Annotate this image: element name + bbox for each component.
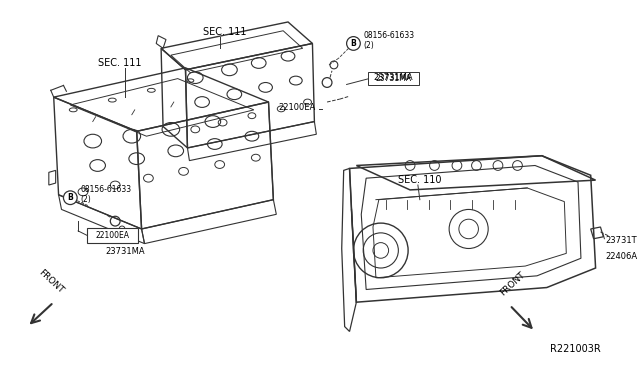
FancyBboxPatch shape [368,72,419,86]
Text: 23731MA: 23731MA [373,73,413,82]
Text: 22100EA: 22100EA [95,231,129,240]
Text: 08156-61633
(2): 08156-61633 (2) [364,31,414,50]
Text: 22406A: 22406A [605,252,637,261]
Circle shape [347,36,360,50]
Text: 23731MA: 23731MA [106,247,145,256]
Text: 23731MA: 23731MA [376,74,412,83]
Text: 23731T: 23731T [605,236,637,245]
Text: R221003R: R221003R [550,344,600,354]
Text: FRONT: FRONT [499,270,527,297]
Text: B: B [351,39,356,48]
Text: FRONT: FRONT [36,268,65,295]
Circle shape [63,191,77,205]
Text: SEC. 110: SEC. 110 [398,175,442,185]
Text: 22100EA: 22100EA [278,103,316,112]
FancyBboxPatch shape [87,228,138,243]
Text: B: B [67,193,73,202]
Text: SEC. 111: SEC. 111 [98,58,141,68]
Text: 08156-61633
(2): 08156-61633 (2) [80,185,131,205]
Text: SEC. 111: SEC. 111 [203,27,246,37]
